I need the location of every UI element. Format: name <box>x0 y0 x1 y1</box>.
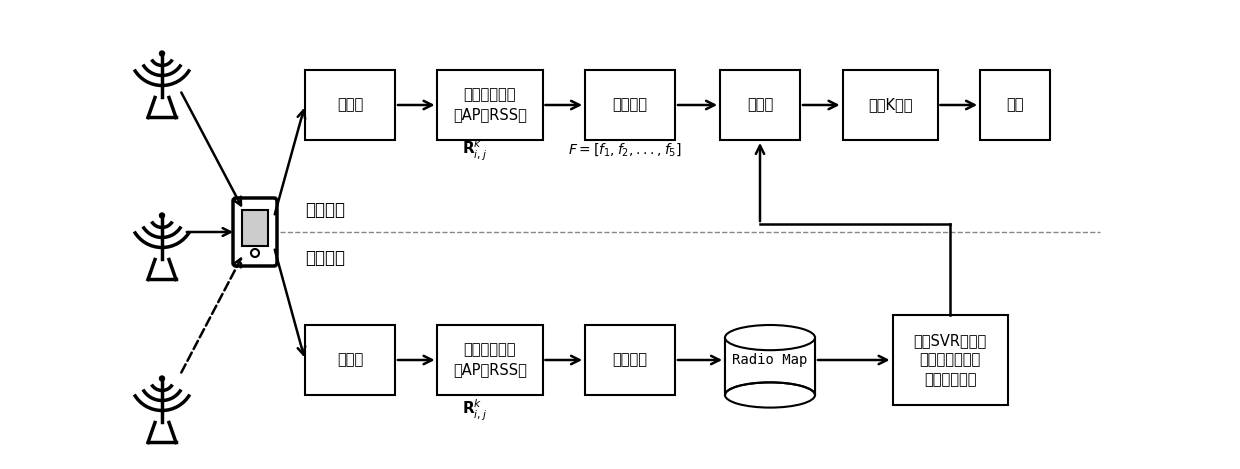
Bar <box>585 70 675 140</box>
Bar <box>725 338 815 395</box>
Bar <box>305 70 396 140</box>
Bar <box>842 70 937 140</box>
Text: $\mathbf{R}^k_{i,j}$: $\mathbf{R}^k_{i,j}$ <box>463 137 487 163</box>
Circle shape <box>160 51 165 56</box>
Text: Radio Map: Radio Map <box>733 353 807 367</box>
Text: 定位: 定位 <box>1006 98 1024 113</box>
Bar <box>438 325 543 395</box>
Text: $\mathbf{R}^k_{i,j}$: $\mathbf{R}^k_{i,j}$ <box>463 397 487 423</box>
Text: 采集参考点处
各AP的RSS值: 采集参考点处 各AP的RSS值 <box>453 342 527 378</box>
Bar <box>980 70 1050 140</box>
Ellipse shape <box>725 382 815 408</box>
Bar <box>438 70 543 140</box>
Text: 特征提取: 特征提取 <box>613 353 647 368</box>
FancyBboxPatch shape <box>233 198 277 266</box>
Text: 采集测试点处
各AP的RSS值: 采集测试点处 各AP的RSS值 <box>453 88 527 122</box>
Text: 粗定位: 粗定位 <box>746 98 773 113</box>
Bar <box>720 70 800 140</box>
Text: 特征提取: 特征提取 <box>613 98 647 113</box>
Bar <box>585 325 675 395</box>
Text: 接收端: 接收端 <box>337 353 363 368</box>
Text: $F=[f_1, f_2, ..., f_5]$: $F=[f_1, f_2, ..., f_5]$ <box>568 142 682 159</box>
Bar <box>305 325 396 395</box>
Ellipse shape <box>725 325 815 350</box>
Bar <box>242 210 268 246</box>
Text: 接收端: 接收端 <box>337 98 363 113</box>
Bar <box>893 315 1008 405</box>
Circle shape <box>160 376 165 381</box>
Text: 加权K近邻: 加权K近邻 <box>868 98 913 113</box>
Text: 在线阶段: 在线阶段 <box>305 201 345 219</box>
Text: 利用SVR得到特
征指纹与位置关
系的训练模型: 利用SVR得到特 征指纹与位置关 系的训练模型 <box>914 333 987 387</box>
Text: 离线阶段: 离线阶段 <box>305 249 345 267</box>
Circle shape <box>160 213 165 218</box>
